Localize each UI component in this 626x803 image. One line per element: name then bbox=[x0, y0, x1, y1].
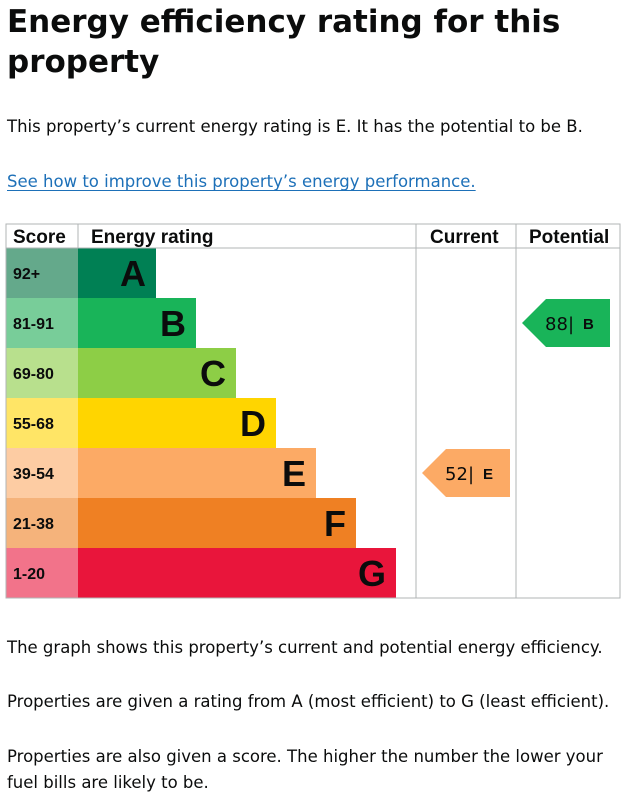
current-column-header: Current bbox=[430, 227, 499, 248]
potential-rating-separator: | bbox=[568, 314, 574, 335]
score-label-e: 39-54 bbox=[13, 466, 54, 483]
band-letter-a: A bbox=[120, 253, 146, 294]
rating-column-header: Energy rating bbox=[91, 227, 213, 248]
score-cell-c bbox=[6, 348, 78, 398]
band-letter-f: F bbox=[324, 503, 346, 544]
potential-rating-letter: B bbox=[583, 316, 594, 333]
footer-text-score: Properties are also given a score. The h… bbox=[7, 747, 603, 792]
potential-rating-arrow bbox=[522, 299, 610, 347]
band-bar-e bbox=[78, 448, 316, 498]
score-cell-e bbox=[6, 448, 78, 498]
arrows-layer: 52 | E88 | B bbox=[422, 299, 610, 497]
score-cell-b bbox=[6, 298, 78, 348]
intro-text: This property’s current energy rating is… bbox=[7, 117, 583, 136]
band-letter-d: D bbox=[240, 403, 266, 444]
score-label-a: 92+ bbox=[13, 266, 40, 283]
score-cell-f bbox=[6, 498, 78, 548]
band-bar-f bbox=[78, 498, 356, 548]
footer-text-graph: The graph shows this property’s current … bbox=[7, 638, 603, 657]
score-cell-g bbox=[6, 548, 78, 598]
page-title: Energy efficiency rating for this proper… bbox=[7, 4, 561, 80]
score-label-g: 1-20 bbox=[13, 566, 45, 583]
band-letter-c: C bbox=[200, 353, 226, 394]
band-letter-e: E bbox=[282, 453, 306, 494]
bands-layer: 92+ A 81-91 B 69-80 C 55-68 D 39-54 E 21-38 F 1-20 G bbox=[6, 248, 396, 598]
band-bar-d bbox=[78, 398, 276, 448]
chart-border bbox=[5, 223, 621, 599]
potential-column-header: Potential bbox=[529, 227, 609, 248]
band-bar-g bbox=[78, 548, 396, 598]
score-label-d: 55-68 bbox=[13, 416, 54, 433]
footer-text-rating: Properties are given a rating from A (mo… bbox=[7, 692, 610, 711]
improve-performance-link[interactable]: See how to improve this property’s energ… bbox=[7, 172, 476, 191]
current-rating-letter: E bbox=[483, 466, 493, 483]
score-label-c: 69-80 bbox=[13, 366, 54, 383]
band-bar-b bbox=[78, 298, 196, 348]
energy-rating-chart: 92+ A81-91 B69-80 C55-68 D39-54 E21-38 F1-20 G … bbox=[5, 223, 621, 599]
current-rating-score: 52 bbox=[445, 464, 468, 485]
band-letter-b: B bbox=[160, 303, 186, 344]
score-column-header: Score bbox=[13, 227, 66, 248]
score-label-b: 81-91 bbox=[13, 316, 54, 333]
score-label-f: 21-38 bbox=[13, 516, 54, 533]
current-rating-arrow bbox=[422, 449, 510, 497]
score-cell-d bbox=[6, 398, 78, 448]
band-bar-a bbox=[78, 248, 156, 298]
band-letter-g: G bbox=[358, 553, 386, 594]
grid-layer bbox=[5, 223, 621, 599]
current-rating-separator: | bbox=[468, 464, 474, 485]
score-cell-a bbox=[6, 248, 78, 298]
potential-rating-score: 88 bbox=[545, 314, 568, 335]
band-bar-c bbox=[78, 348, 236, 398]
